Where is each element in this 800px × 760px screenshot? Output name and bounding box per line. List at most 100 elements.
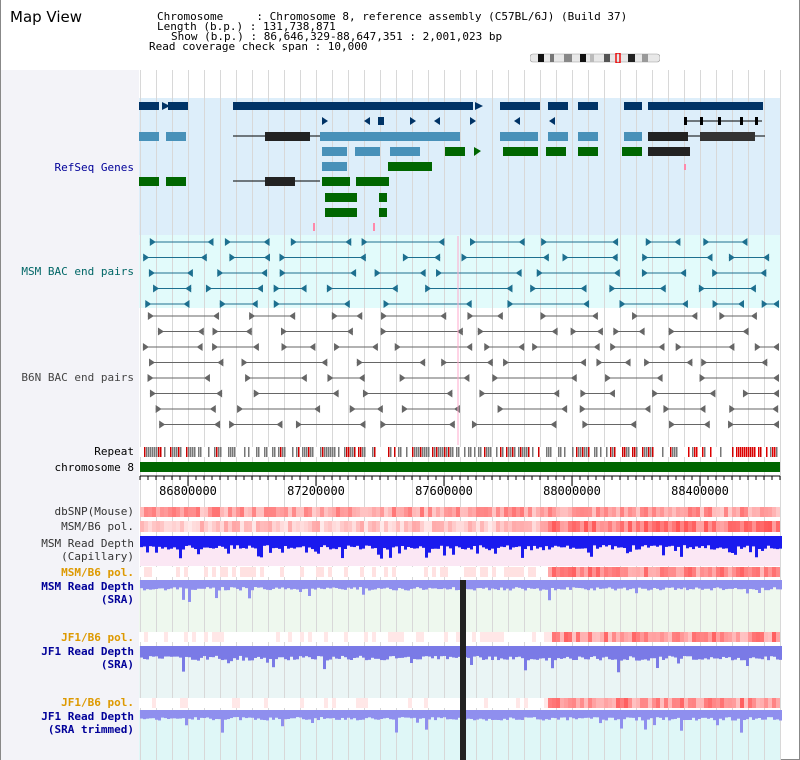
depth-bar bbox=[305, 580, 308, 589]
msm-read-depth-sra-label[interactable]: MSM Read Depth bbox=[41, 580, 134, 593]
heat-cell bbox=[468, 507, 472, 517]
heat-cell bbox=[716, 507, 720, 517]
heat-cell bbox=[612, 632, 616, 642]
dbsnp-label[interactable]: dbSNP(Mouse) bbox=[55, 505, 134, 518]
depth-bar bbox=[251, 710, 254, 718]
heat-cell bbox=[372, 521, 376, 532]
depth-bar bbox=[296, 580, 299, 590]
bac-end-marker bbox=[402, 253, 409, 262]
depth-bar bbox=[341, 536, 344, 559]
depth-bar bbox=[677, 580, 680, 589]
bac-end-marker bbox=[467, 312, 474, 320]
msm-b6-pol-label[interactable]: MSM/B6 pol. bbox=[61, 520, 134, 533]
heat-cell bbox=[376, 521, 380, 532]
heat-cell bbox=[604, 507, 608, 517]
heat-cell bbox=[548, 521, 552, 532]
depth-bar bbox=[254, 710, 257, 720]
heat-cell bbox=[320, 521, 324, 532]
msm-read-depth-cap-label[interactable]: MSM Read Depth bbox=[41, 537, 134, 550]
heat-cell bbox=[468, 632, 472, 642]
repeat-element bbox=[322, 447, 324, 457]
depth-bar bbox=[215, 646, 218, 656]
repeat-element bbox=[772, 447, 774, 457]
msm-b6-pol-sra-label[interactable]: MSM/B6 pol. bbox=[61, 566, 134, 579]
heat-cell bbox=[212, 632, 216, 642]
depth-bar bbox=[164, 646, 167, 657]
heat-cell bbox=[580, 521, 584, 532]
bac-end-marker bbox=[638, 327, 645, 336]
depth-bar bbox=[185, 710, 188, 726]
heat-cell bbox=[296, 567, 300, 577]
depth-bar bbox=[545, 710, 548, 720]
bac-end-marker bbox=[245, 374, 252, 382]
depth-bar bbox=[596, 710, 599, 718]
heat-cell bbox=[752, 632, 756, 642]
depth-bar bbox=[437, 646, 440, 660]
bac-end-marker bbox=[642, 253, 649, 262]
depth-bar bbox=[638, 646, 641, 661]
heat-cell bbox=[176, 632, 180, 642]
heat-cell bbox=[320, 567, 324, 577]
msm-bac-label[interactable]: MSM BAC end pairs bbox=[21, 265, 134, 278]
depth-bar bbox=[356, 580, 359, 590]
b6n-bac-features[interactable] bbox=[142, 312, 779, 429]
depth-bar bbox=[227, 710, 230, 720]
depth-bar bbox=[485, 646, 488, 660]
depth-bar bbox=[770, 646, 773, 657]
depth-bar bbox=[446, 536, 449, 547]
repeat-element bbox=[550, 447, 552, 457]
heat-cell bbox=[200, 567, 204, 577]
depth-bar bbox=[323, 536, 326, 546]
jf1-read-depth-trim-label[interactable]: JF1 Read Depth bbox=[41, 710, 134, 723]
chromosome-ideogram[interactable] bbox=[530, 53, 660, 63]
repeat-element bbox=[232, 447, 234, 457]
repeat-element bbox=[174, 447, 176, 457]
depth-bar bbox=[233, 710, 236, 718]
depth-bar bbox=[329, 646, 332, 660]
heat-cell bbox=[744, 632, 748, 642]
repeat-element bbox=[374, 447, 376, 457]
depth-bar bbox=[446, 580, 449, 590]
heat-cell bbox=[768, 698, 772, 708]
heat-cell bbox=[264, 567, 268, 577]
depth-bar bbox=[176, 580, 179, 590]
refseq-gene-models[interactable] bbox=[139, 102, 765, 231]
depth-bar bbox=[650, 580, 653, 590]
jf1-read-depth-sra-label[interactable]: JF1 Read Depth bbox=[41, 645, 134, 658]
repeat-element bbox=[704, 447, 706, 457]
heat-cell bbox=[520, 632, 524, 642]
msm-bac-features[interactable] bbox=[143, 238, 779, 308]
depth-bar bbox=[485, 536, 488, 549]
heat-cell bbox=[256, 567, 260, 577]
repeat-element bbox=[388, 447, 390, 457]
jf1-b6-pol-trim-label[interactable]: JF1/B6 pol. bbox=[61, 696, 134, 709]
heat-cell bbox=[480, 521, 484, 532]
jf1-b6-pol-label[interactable]: JF1/B6 pol. bbox=[61, 631, 134, 644]
heat-cell bbox=[596, 698, 600, 708]
bac-end-marker bbox=[321, 358, 328, 367]
refseq-genes-label[interactable]: RefSeq Genes bbox=[55, 161, 134, 174]
bac-end-marker bbox=[613, 327, 620, 336]
depth-bar bbox=[521, 580, 524, 589]
depth-bar bbox=[335, 710, 338, 720]
depth-bar bbox=[275, 646, 278, 660]
b6n-bac-label[interactable]: B6N BAC end pairs bbox=[21, 371, 134, 384]
depth-bar bbox=[287, 580, 290, 589]
heat-cell bbox=[236, 567, 240, 577]
repeat-element bbox=[352, 447, 354, 457]
heat-cell bbox=[624, 521, 628, 532]
depth-bar bbox=[194, 536, 197, 550]
depth-bar bbox=[455, 536, 458, 547]
heat-cell bbox=[376, 632, 380, 642]
heat-cell bbox=[704, 632, 708, 642]
depth-bar bbox=[566, 536, 569, 546]
depth-bar bbox=[755, 710, 758, 719]
depth-bar bbox=[443, 536, 446, 556]
heat-cell bbox=[704, 507, 708, 517]
repeat-element bbox=[200, 447, 202, 457]
bac-end-marker bbox=[760, 269, 767, 277]
bac-end-marker bbox=[561, 405, 568, 413]
bac-end-marker bbox=[343, 300, 350, 308]
heat-cell bbox=[632, 507, 636, 517]
heat-cell bbox=[476, 698, 480, 708]
